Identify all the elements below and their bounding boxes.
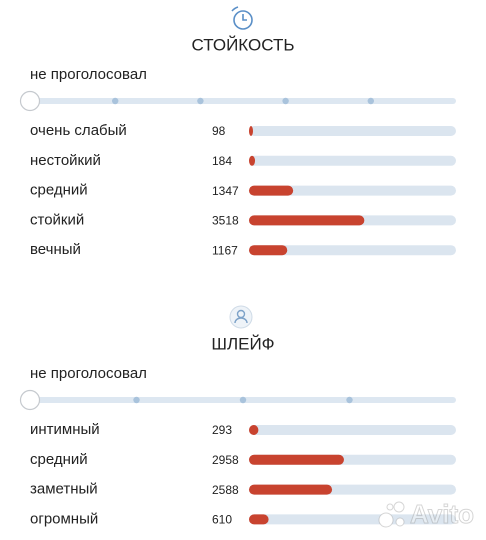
slider-knob[interactable] [19, 389, 41, 411]
option-count: 2588 [212, 483, 239, 497]
section-title: СТОЙКОСТЬ [192, 35, 295, 54]
bar-track [249, 245, 456, 256]
option-label: средний [30, 182, 88, 199]
bar [249, 454, 344, 465]
option-count: 184 [212, 154, 232, 168]
bar [249, 514, 269, 525]
option-count: 98 [212, 124, 226, 138]
option-count: 3518 [212, 214, 239, 228]
watermark-dot [386, 503, 394, 511]
bar [249, 425, 259, 435]
slider-step [346, 396, 353, 404]
option-count: 1167 [212, 243, 238, 257]
slider-step [239, 396, 247, 404]
bar [249, 185, 294, 196]
option-count: 2958 [212, 453, 239, 467]
bar [249, 484, 333, 495]
option-count: 293 [212, 423, 232, 437]
slider-track [30, 98, 456, 104]
bar [249, 126, 253, 136]
no-vote-label: не проголосовал [30, 66, 147, 83]
person-icon [229, 305, 253, 329]
watermark-dot [395, 517, 405, 527]
option-label: очень слабый [30, 122, 127, 139]
option-label: огромный [30, 510, 98, 527]
watermark-dot [378, 512, 394, 528]
watermark-dot [393, 501, 405, 513]
watermark: Avito [410, 499, 474, 529]
option-label: заметный [30, 481, 98, 498]
option-label: интимный [30, 421, 100, 438]
option-count: 610 [212, 513, 232, 527]
slider-knob[interactable] [19, 90, 41, 112]
bar [249, 215, 365, 226]
option-label: средний [30, 451, 88, 468]
slider-step [112, 97, 119, 105]
slider-step [367, 97, 374, 105]
no-vote-label: не проголосовал [30, 365, 147, 382]
slider-step [282, 97, 289, 105]
bar [249, 245, 288, 256]
clock-icon [231, 6, 253, 30]
bar-track [249, 185, 456, 196]
option-label: стойкий [30, 211, 84, 228]
option-label: вечный [30, 241, 81, 258]
bar-track [249, 425, 456, 435]
bar-track [249, 514, 456, 525]
bar-track [249, 126, 456, 136]
option-label: нестойкий [30, 152, 101, 169]
bar-track [249, 155, 456, 166]
slider-step [133, 396, 140, 404]
option-count: 1347 [212, 184, 239, 198]
bar [249, 155, 256, 166]
section-title: ШЛЕЙФ [211, 334, 274, 353]
slider-step [197, 97, 204, 105]
